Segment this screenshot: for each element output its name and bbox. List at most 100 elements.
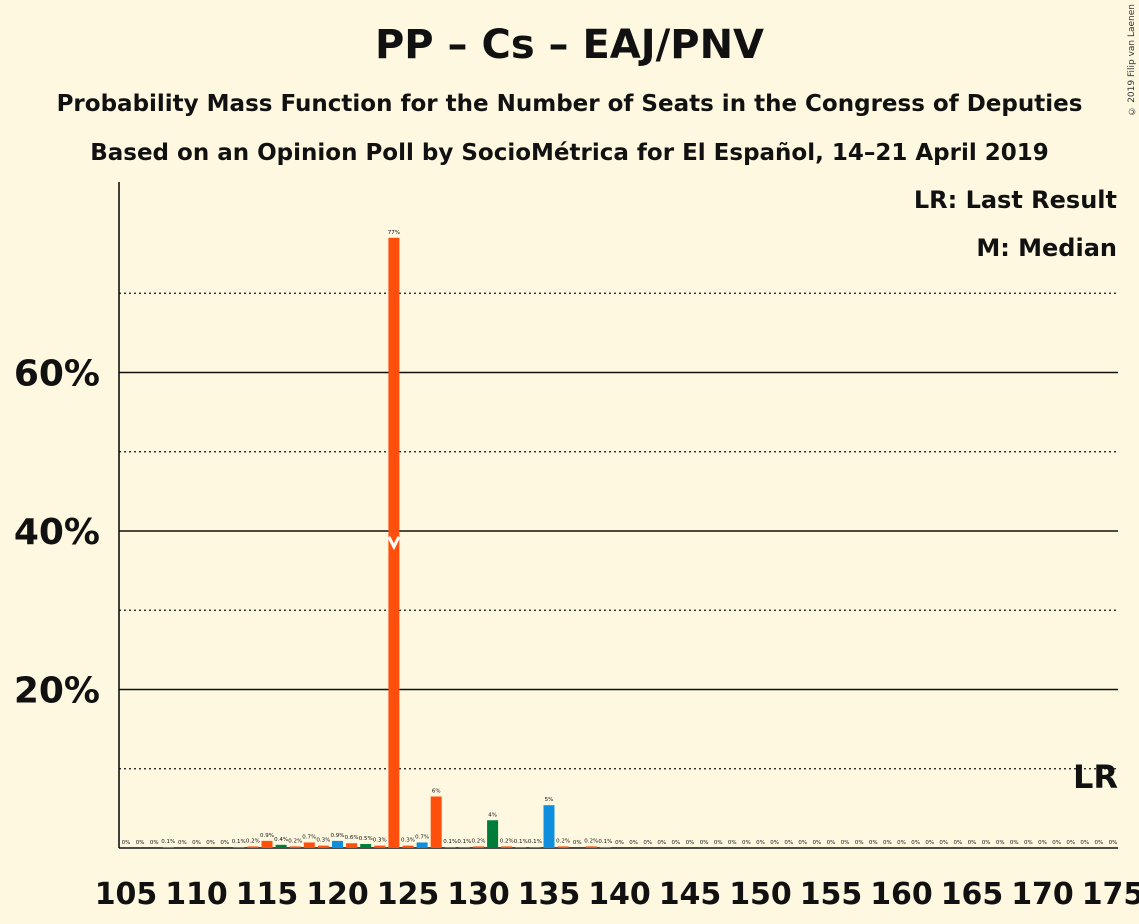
- bar-data-label: 0%: [742, 840, 751, 846]
- x-tick-label: 130: [447, 877, 510, 912]
- bar-data-label: 0%: [643, 840, 652, 846]
- bar-data-label: 0%: [911, 840, 920, 846]
- bar: [261, 840, 273, 848]
- bar-data-label: 0.6%: [345, 835, 359, 841]
- bar-data-label: 0%: [573, 840, 582, 846]
- bar-data-label: 0%: [1095, 840, 1104, 846]
- bar-data-label: 0.9%: [260, 833, 274, 839]
- bar-data-label: 0.1%: [443, 839, 457, 845]
- bar-data-label: 0.2%: [472, 838, 486, 844]
- x-tick-label: 105: [95, 877, 158, 912]
- bar-data-label: 0%: [728, 840, 737, 846]
- bar-data-label: 0%: [756, 840, 765, 846]
- x-tick-label: 160: [870, 877, 933, 912]
- bar-data-label: 0.3%: [373, 838, 387, 844]
- chart-title: PP – Cs – EAJ/PNV: [374, 22, 765, 68]
- bar-data-label: 0%: [1010, 840, 1019, 846]
- bar-data-label: 0%: [672, 840, 681, 846]
- bar-data-label: 0%: [939, 840, 948, 846]
- bar: [303, 842, 315, 848]
- bar-data-label: 77%: [388, 230, 400, 236]
- bar: [444, 847, 456, 848]
- bar-data-label: 0%: [220, 840, 229, 846]
- bar-data-label: 0%: [178, 840, 187, 846]
- bar-data-label: 0%: [869, 840, 878, 846]
- bar-data-label: 0%: [206, 840, 215, 846]
- x-tick-label: 170: [1011, 877, 1074, 912]
- bar: [529, 847, 541, 848]
- bar: [233, 847, 245, 848]
- bar-data-label: 0.3%: [316, 838, 330, 844]
- bar-data-label: 0%: [615, 840, 624, 846]
- bar: [317, 845, 329, 848]
- legend-last-result: LR: Last Result: [913, 186, 1117, 214]
- x-tick-label: 135: [518, 877, 581, 912]
- bar: [275, 844, 287, 848]
- bar-data-label: 0%: [629, 840, 638, 846]
- bar-data-label: 0%: [1109, 840, 1118, 846]
- bar: [585, 846, 597, 848]
- bar: [515, 847, 527, 848]
- bar-data-label: 0%: [784, 840, 793, 846]
- bar-data-label: 0%: [841, 840, 850, 846]
- bar: [487, 820, 499, 848]
- bar: [501, 846, 513, 848]
- chart-subtitle-2: Based on an Opinion Poll by SocioMétrica…: [90, 140, 1049, 166]
- bar-data-label: 0.5%: [359, 836, 373, 842]
- bar-data-label: 0%: [657, 840, 666, 846]
- bar-data-label: 5%: [545, 797, 554, 803]
- bar: [374, 845, 386, 848]
- bar-data-label: 0.2%: [246, 838, 260, 844]
- bar-data-label: 0%: [192, 840, 201, 846]
- bar: [430, 796, 442, 848]
- bar-data-label: 0.1%: [528, 839, 542, 845]
- x-tick-label: 110: [165, 877, 228, 912]
- y-tick-label: 20%: [14, 671, 100, 712]
- x-tick-label: 115: [236, 877, 299, 912]
- bar-data-label: 0%: [700, 840, 709, 846]
- bar: [473, 846, 484, 848]
- x-tick-label: 145: [659, 877, 722, 912]
- bar-data-label: 0%: [714, 840, 723, 846]
- bar-data-label: 0.1%: [161, 839, 175, 845]
- median-marker: [387, 536, 401, 551]
- x-tick-label: 120: [306, 877, 369, 912]
- bar-data-label: 0%: [883, 840, 892, 846]
- last-result-marker: LR: [1073, 758, 1118, 796]
- bar-data-label: 0.2%: [584, 838, 598, 844]
- bar-data-label: 0.1%: [457, 839, 471, 845]
- bar-data-label: 0.7%: [302, 834, 316, 840]
- bar-data-label: 0%: [150, 840, 159, 846]
- bar-data-label: 0.2%: [556, 838, 570, 844]
- bar: [599, 847, 611, 848]
- bar-data-label: 0.1%: [598, 839, 612, 845]
- x-tick-label: 125: [377, 877, 440, 912]
- bar: [289, 846, 301, 848]
- bar-data-label: 0%: [1038, 840, 1047, 846]
- bar-data-label: 0.3%: [401, 838, 415, 844]
- bar-data-label: 0%: [1052, 840, 1061, 846]
- x-tick-label: 155: [800, 877, 863, 912]
- bar-data-label: 0%: [1066, 840, 1075, 846]
- bar-data-label: 0%: [1080, 840, 1089, 846]
- bar-data-label: 0.4%: [274, 837, 288, 843]
- y-tick-label: 60%: [14, 354, 100, 395]
- bar: [162, 847, 174, 848]
- bar-data-label: 0%: [996, 840, 1005, 846]
- bar-data-label: 0%: [982, 840, 991, 846]
- y-tick-label: 40%: [14, 512, 100, 553]
- bar-data-label: 0%: [813, 840, 822, 846]
- bar-data-label: 0.2%: [288, 838, 302, 844]
- bar-data-label: 0.1%: [514, 839, 528, 845]
- legend-median: M: Median: [976, 234, 1117, 262]
- bar-data-label: 0%: [954, 840, 963, 846]
- chart-subtitle-1: Probability Mass Function for the Number…: [56, 91, 1083, 117]
- bar-data-label: 0%: [122, 840, 131, 846]
- bar: [557, 846, 569, 848]
- bar-data-label: 0.2%: [500, 838, 514, 844]
- bar-data-label: 0%: [798, 840, 807, 846]
- bar-data-label: 0.7%: [415, 834, 429, 840]
- bar-data-label: 0%: [1024, 840, 1033, 846]
- bar-data-label: 6%: [432, 788, 441, 794]
